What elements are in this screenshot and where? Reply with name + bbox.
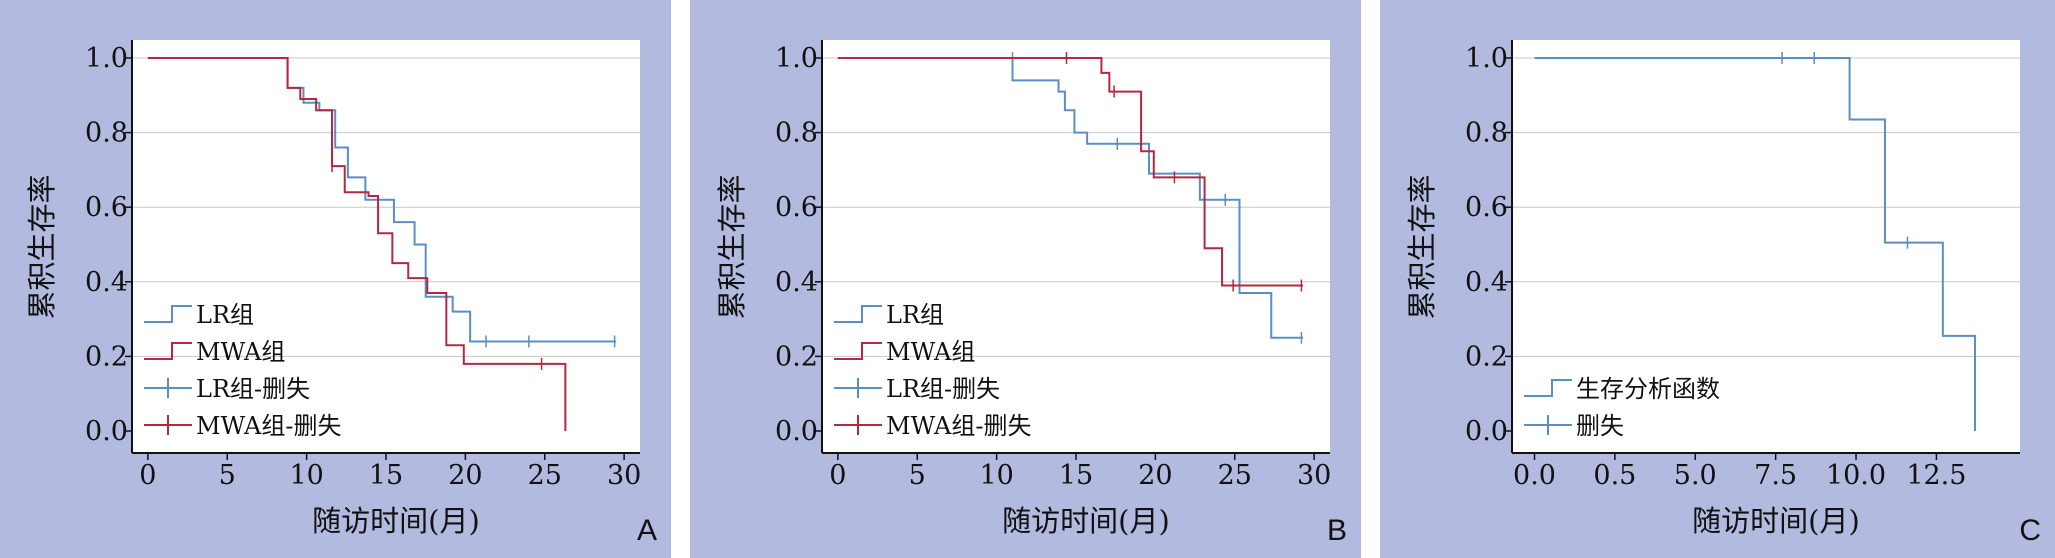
y-tick-label: 0.2 [85, 341, 128, 372]
x-tick-label: 10 [979, 460, 1013, 491]
survival-curve-2 [147, 57, 567, 431]
survival-curve-1 [1534, 57, 1976, 431]
x-tick-label: 0 [139, 460, 156, 491]
x-tick-label: 10 [289, 460, 323, 491]
legend-label: LR组-删失 [886, 375, 1000, 403]
x-tick-label: 25 [1218, 460, 1252, 491]
legend-swatch-step [144, 342, 192, 360]
y-tick-label: 0.4 [85, 267, 128, 298]
survival-curve-2 [837, 57, 1304, 287]
y-tick-label: 1.0 [85, 43, 128, 74]
plot-area [822, 40, 1330, 453]
x-tick-label: 25 [528, 460, 562, 491]
y-tick-label: 0.8 [775, 118, 818, 149]
legend-label: LR组 [196, 301, 254, 329]
legend-label: MWA组 [196, 338, 285, 366]
x-tick-label: 12.5 [1906, 460, 1966, 491]
chart-c: 0.0 0.2 0.4 0.6 0.8 1.0 0.0 0.5 5.0 7.5 10.0 12.5 随访… [1405, 40, 2020, 538]
x-tick-label: 15 [1059, 460, 1093, 491]
legend-swatch-step [834, 342, 882, 360]
legend-swatch-step [144, 305, 192, 323]
plot-area [1512, 40, 2020, 453]
survival-curve-1 [147, 57, 617, 343]
legend-label: MWA组-删失 [886, 412, 1032, 440]
chart-b: 0.0 0.2 0.4 0.6 0.8 1.0 0 5 10 15 20 25 30 随访时间(月) 累积生… [715, 40, 1331, 538]
plot-area [132, 40, 640, 453]
panel-label: A [636, 514, 657, 547]
legend-label: MWA组-删失 [196, 412, 342, 440]
x-tick-label: 15 [369, 460, 403, 491]
panel-label: C [2019, 514, 2041, 547]
x-tick-label: 0.5 [1593, 460, 1636, 491]
legend-swatch-step [1524, 379, 1572, 397]
panel-a: 0.0 0.2 0.4 0.6 0.8 1.0 0 5 10 15 20 25 30 随访时间(月) 累积生… [0, 0, 671, 558]
y-axis-title: 累积生存率 [715, 174, 749, 319]
x-tick-label: 20 [1138, 460, 1172, 491]
survival-curve-1 [837, 57, 1304, 339]
y-tick-label: 0.8 [85, 118, 128, 149]
legend-label: MWA组 [886, 338, 975, 366]
y-tick-label: 0.6 [775, 192, 818, 223]
y-tick-label: 0.4 [1465, 267, 1508, 298]
x-tick-label: 30 [607, 460, 641, 491]
y-tick-label: 0.2 [775, 341, 818, 372]
legend-label: LR组-删失 [196, 375, 310, 403]
panel-label: B [1326, 514, 1347, 547]
x-tick-label: 5 [909, 460, 926, 491]
x-axis-title: 随访时间(月) [1692, 504, 1860, 538]
y-tick-label: 0.0 [1465, 416, 1508, 447]
x-tick-label: 10.0 [1826, 460, 1886, 491]
y-tick-label: 1.0 [1465, 43, 1508, 74]
y-axis-title: 累积生存率 [1405, 174, 1439, 319]
y-tick-label: 0.6 [85, 192, 128, 223]
x-tick-label: 30 [1297, 460, 1331, 491]
y-tick-label: 0.0 [775, 416, 818, 447]
y-tick-label: 0.4 [775, 267, 818, 298]
legend-label: 生存分析函数 [1576, 375, 1720, 403]
legend-label: 删失 [1576, 412, 1624, 440]
legend-swatch-step [834, 305, 882, 323]
panel-b: 0.0 0.2 0.4 0.6 0.8 1.0 0 5 10 15 20 25 30 随访时间(月) 累积生… [690, 0, 1361, 558]
x-axis-title: 随访时间(月) [312, 504, 480, 538]
y-tick-label: 1.0 [775, 43, 818, 74]
x-tick-label: 5.0 [1674, 460, 1717, 491]
x-tick-label: 0.0 [1513, 460, 1556, 491]
x-tick-label: 5 [219, 460, 236, 491]
y-axis-title: 累积生存率 [25, 174, 59, 319]
legend-label: LR组 [886, 301, 944, 329]
y-tick-label: 0.6 [1465, 192, 1508, 223]
x-tick-label: 20 [448, 460, 482, 491]
x-tick-label: 0 [829, 460, 846, 491]
y-tick-label: 0.2 [1465, 341, 1508, 372]
x-tick-label: 7.5 [1754, 460, 1797, 491]
chart-a: 0.0 0.2 0.4 0.6 0.8 1.0 0 5 10 15 20 25 30 随访时间(月) 累积生… [25, 40, 641, 538]
x-axis-title: 随访时间(月) [1002, 504, 1170, 538]
panel-c: 0.0 0.2 0.4 0.6 0.8 1.0 0.0 0.5 5.0 7.5 10.0 12.5 随访… [1380, 0, 2055, 558]
y-tick-label: 0.8 [1465, 118, 1508, 149]
y-tick-label: 0.0 [85, 416, 128, 447]
